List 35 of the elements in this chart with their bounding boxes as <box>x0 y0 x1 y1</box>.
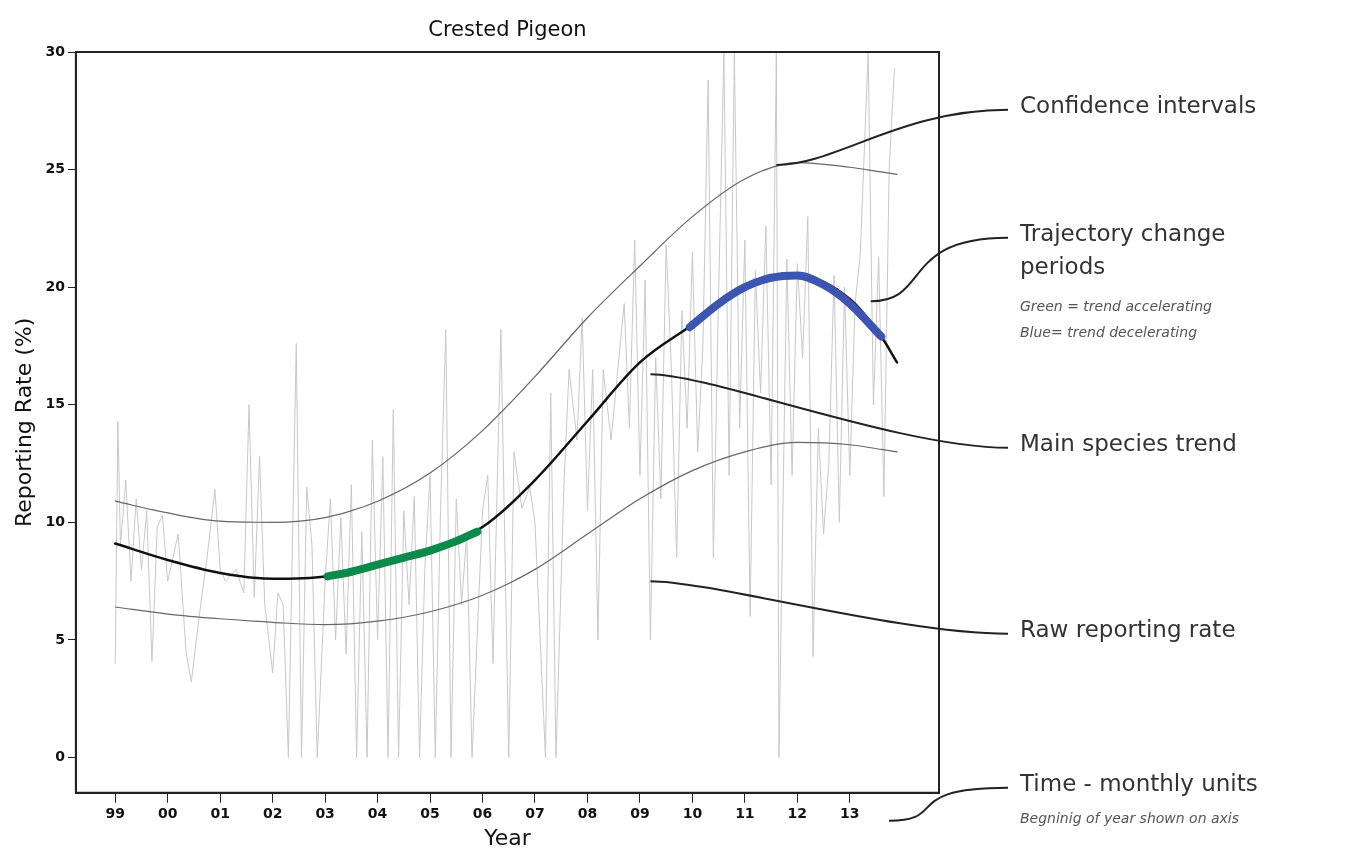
x-tick-label: 13 <box>840 804 860 821</box>
x-tick-label: 09 <box>630 804 650 821</box>
text: Time - monthly units <box>1019 770 1258 797</box>
x-tick-label: 04 <box>367 804 388 821</box>
y-tick-label: 30 <box>45 42 66 59</box>
x-tick-label: 11 <box>735 804 755 821</box>
x-axis-title: Year <box>483 824 532 850</box>
x-tick-label: 99 <box>105 804 125 821</box>
x-tick-label: 02 <box>262 804 283 821</box>
annotation: Raw reporting rate <box>1020 616 1236 643</box>
y-tick-label: 0 <box>55 748 66 765</box>
x-tick-label: 12 <box>787 804 808 821</box>
text: Blue= trend decelerating <box>1020 323 1198 340</box>
y-tick-label: 10 <box>45 512 66 529</box>
x-tick-label: 05 <box>420 804 440 821</box>
x-tick-label: 10 <box>682 804 703 821</box>
x-tick-label: 03 <box>315 804 335 821</box>
text: Begninig of year shown on axis <box>1020 809 1240 826</box>
annotation: Main species trend <box>1020 430 1237 457</box>
chart-title: Crested Pigeon <box>428 17 587 41</box>
annotation: Trajectory change periods <box>1019 220 1226 279</box>
y-tick-label: 15 <box>45 395 65 412</box>
text: Green = trend accelerating <box>1020 297 1213 314</box>
x-tick-label: 08 <box>577 804 598 821</box>
annotation: Confidence intervals <box>1020 92 1257 119</box>
x-tick-label: 07 <box>525 804 545 821</box>
y-tick-label: 25 <box>45 160 65 177</box>
line-series <box>114 161 898 523</box>
x-tick-label: 00 <box>157 804 178 821</box>
y-axis-title: Reporting Rate (%) <box>10 317 36 528</box>
y-tick-label: 5 <box>55 630 65 647</box>
y-tick-label: 20 <box>45 277 66 294</box>
x-tick-label: 06 <box>472 804 493 821</box>
x-tick-label: 01 <box>210 804 230 821</box>
line-series <box>114 441 898 626</box>
